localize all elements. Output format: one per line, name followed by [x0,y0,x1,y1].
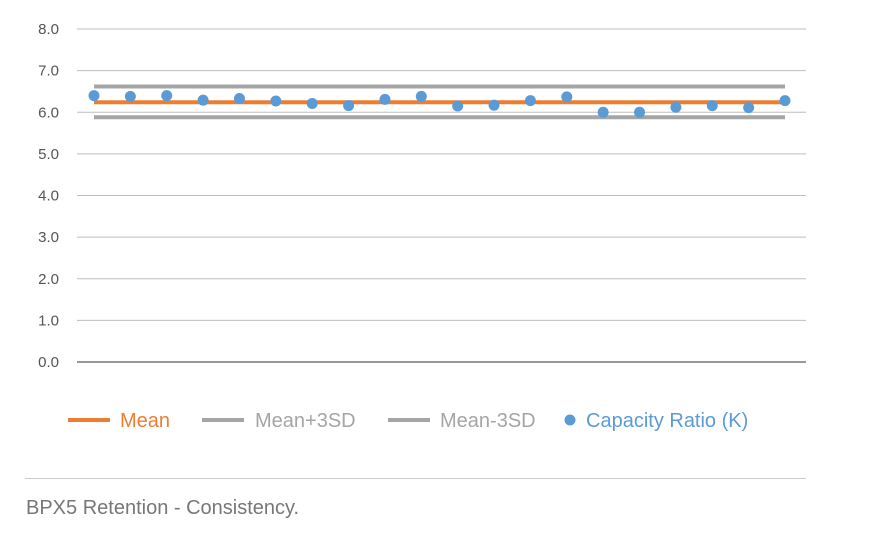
data-point [779,95,791,107]
reference-lines [94,84,785,120]
data-points [88,90,791,118]
legend: Mean Mean+3SD Mean-3SD Capacity Ratio (K) [68,410,748,432]
data-point [634,106,646,118]
data-point [597,106,609,118]
data-point [670,101,682,113]
legend-mean-plus-3sd-label: Mean+3SD [255,410,356,432]
y-tick-label: 5.0 [38,146,59,163]
data-point [233,93,245,105]
y-tick-label: 1.0 [38,312,59,329]
data-point [197,94,209,106]
data-point [88,90,100,102]
data-point [270,95,282,107]
y-tick-label: 2.0 [38,271,59,288]
data-point [415,90,427,102]
legend-capacity-ratio-label: Capacity Ratio (K) [586,410,748,432]
y-tick-label: 3.0 [38,229,59,246]
data-point [452,100,464,112]
y-axis-ticks: 8.0 7.0 6.0 5.0 4.0 3.0 2.0 1.0 0.0 [38,21,59,371]
figure-caption: BPX5 Retention - Consistency. [26,497,300,519]
data-point [561,91,573,103]
data-point [379,93,391,105]
y-tick-label: 4.0 [38,188,59,205]
chart: 8.0 7.0 6.0 5.0 4.0 3.0 2.0 1.0 0.0 Mean Mean+3SD… [38,21,806,432]
gridlines [77,28,806,363]
y-tick-label: 8.0 [38,21,59,38]
legend-capacity-ratio-swatch [564,414,576,426]
legend-mean-label: Mean [120,410,170,432]
caption-divider [25,478,806,479]
data-point [306,98,318,110]
data-point [124,90,136,102]
y-tick-label: 6.0 [38,104,59,121]
y-tick-label: 0.0 [38,354,59,371]
data-point [524,95,536,107]
legend-mean-minus-3sd-label: Mean-3SD [440,410,536,432]
data-point [161,90,173,102]
data-point [488,99,500,111]
data-point [743,102,755,114]
data-point [343,100,355,112]
data-point [706,100,718,112]
y-tick-label: 7.0 [38,63,59,80]
